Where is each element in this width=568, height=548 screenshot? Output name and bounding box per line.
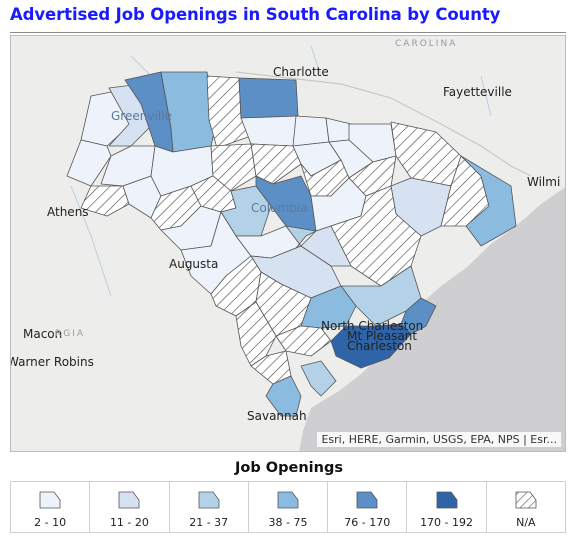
county	[460, 155, 517, 247]
legend-label: 21 - 37	[189, 516, 229, 529]
city-label-columbia: Columbia	[251, 201, 308, 215]
legend-swatch-icon	[39, 491, 61, 509]
city-label-charlotte: Charlotte	[273, 65, 329, 79]
legend-item: 11 - 20	[90, 482, 170, 532]
legend-title: Job Openings	[235, 460, 343, 476]
city-label-mt-pleasant: Mt Pleasant	[347, 329, 417, 343]
legend-swatch-hatch-icon	[515, 491, 537, 509]
county	[66, 139, 112, 187]
city-label-fayetteville: Fayetteville	[443, 85, 512, 99]
legend-swatch-icon	[356, 491, 378, 509]
page-title: Advertised Job Openings in South Carolin…	[10, 5, 501, 24]
state-label-carolina: CAROLINA	[395, 39, 457, 49]
legend-item: N/A	[487, 482, 565, 532]
county	[250, 350, 292, 385]
county	[330, 323, 412, 369]
city-label-wilmington: Wilmi	[527, 175, 560, 189]
county	[265, 375, 302, 417]
title-divider	[10, 32, 566, 33]
county	[238, 77, 299, 121]
legend-item: 76 - 170	[328, 482, 408, 532]
county	[330, 185, 422, 287]
legend-swatch-icon	[198, 491, 220, 509]
city-label-greenville: Greenville	[111, 109, 172, 123]
legend-label: 170 - 192	[420, 516, 474, 529]
state-label-georgia: RGIA	[55, 329, 85, 339]
county	[285, 225, 317, 249]
city-label-augusta: Augusta	[169, 257, 218, 271]
legend-item: 2 - 10	[11, 482, 91, 532]
legend-swatch-icon	[277, 491, 299, 509]
legend: 2 - 10 11 - 20 21 - 37 38 - 75 76 - 170 …	[10, 481, 566, 533]
legend-swatch-icon	[436, 491, 457, 509]
county	[250, 143, 302, 185]
ocean	[299, 187, 565, 451]
choropleth-map[interactable]: Charlotte Fayetteville Greenville Columb…	[10, 35, 566, 452]
legend-item: 170 - 192	[407, 482, 487, 532]
legend-label: N/A	[516, 516, 536, 529]
county	[210, 143, 257, 192]
legend-swatch-icon	[119, 491, 140, 509]
legend-label: 2 - 10	[34, 516, 67, 529]
legend-label: 76 - 170	[344, 516, 391, 529]
map-attribution[interactable]: Esri, HERE, Garmin, USGS, EPA, NPS | Esr…	[317, 432, 561, 447]
city-label-athens: Athens	[47, 205, 89, 219]
city-label-charleston: Charleston	[347, 339, 412, 353]
counties[interactable]	[66, 71, 517, 417]
legend-item: 38 - 75	[249, 482, 329, 532]
city-label-savannah: Savannah	[247, 409, 307, 423]
legend-label: 11 - 20	[109, 516, 149, 529]
city-label-macon: Macon	[23, 327, 62, 341]
city-label-north-charleston: North Charleston	[321, 319, 423, 333]
legend-item: 21 - 37	[170, 482, 249, 532]
nc-sc-state-line	[235, 71, 532, 177]
county	[300, 225, 352, 267]
county	[80, 185, 130, 217]
map-canvas[interactable]: Charlotte Fayetteville Greenville Columb…	[11, 36, 566, 452]
legend-label: 38 - 75	[268, 516, 308, 529]
county	[300, 360, 337, 397]
city-label-warner-robins: Warner Robins	[11, 355, 94, 369]
county	[292, 115, 330, 147]
